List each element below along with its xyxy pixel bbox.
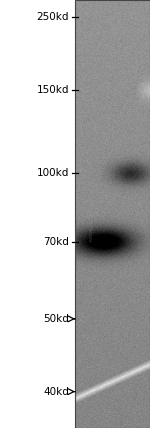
Text: 100kd: 100kd bbox=[37, 168, 69, 178]
Text: 70kd: 70kd bbox=[43, 237, 69, 247]
Text: 50kd: 50kd bbox=[43, 314, 69, 324]
Text: 40kd: 40kd bbox=[43, 386, 69, 397]
Text: www.ptglaes.com: www.ptglaes.com bbox=[89, 186, 94, 242]
Text: 250kd: 250kd bbox=[36, 12, 69, 22]
Text: 150kd: 150kd bbox=[36, 85, 69, 95]
Bar bbox=[75, 0, 150, 428]
